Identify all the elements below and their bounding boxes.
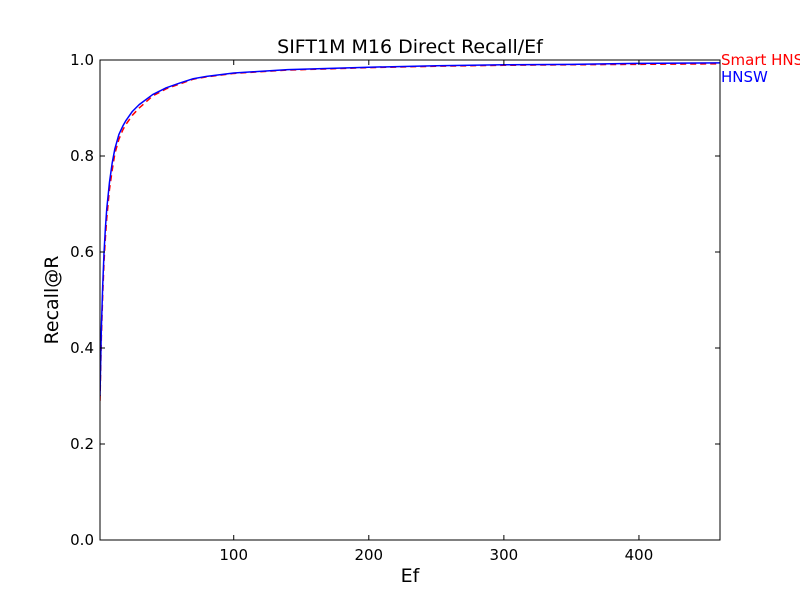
x-tick-label: 100 [219, 546, 248, 564]
x-tick-label: 400 [625, 546, 654, 564]
series-line-smart-hnsw [100, 63, 720, 401]
y-tick-label: 0.0 [70, 531, 94, 549]
series-label-hnsw: HNSW [721, 68, 768, 86]
axes: 100 200 300 400 0.0 0.2 0.4 0.6 0.8 1.0 [70, 51, 721, 564]
plot-frame [99, 59, 721, 541]
plot-area [100, 62, 720, 401]
y-tick-label: 0.2 [70, 435, 94, 453]
x-axis-label: Ef [401, 565, 421, 587]
y-axis-label: Recall@R [41, 256, 63, 345]
series-line-hnsw [100, 62, 720, 397]
chart-title: SIFT1M M16 Direct Recall/Ef [277, 36, 544, 58]
x-tick-label: 200 [354, 546, 383, 564]
series-labels: Smart HNSWHNSW [721, 51, 800, 86]
y-tick-label: 0.8 [70, 147, 94, 165]
x-tick-label: 300 [490, 546, 519, 564]
series-label-smart-hnsw: Smart HNSW [721, 51, 800, 69]
y-tick-label: 1.0 [70, 51, 94, 69]
y-tick-label: 0.6 [70, 243, 94, 261]
y-tick-label: 0.4 [70, 339, 94, 357]
